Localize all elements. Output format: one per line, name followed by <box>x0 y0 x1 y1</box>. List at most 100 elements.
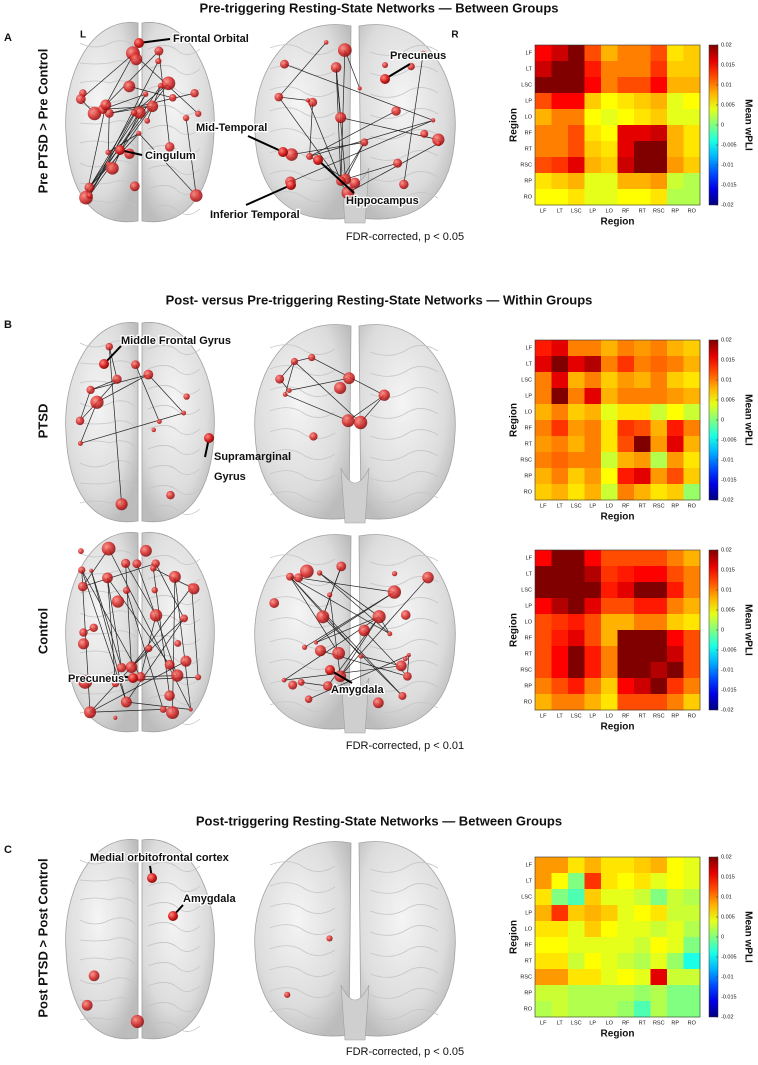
heatmap-cell <box>683 356 701 373</box>
y-tick-label: LF <box>526 862 533 868</box>
heatmap-cell <box>617 484 635 501</box>
node <box>120 696 132 708</box>
node <box>372 610 386 624</box>
node <box>140 544 152 557</box>
node <box>316 570 323 576</box>
heatmap-cell <box>634 614 651 631</box>
heatmap-cell <box>617 1001 635 1018</box>
heatmap-cell <box>617 550 635 567</box>
annotated-node <box>278 147 288 157</box>
heatmap-cell <box>667 468 684 485</box>
colorbar-tick-label: 0.01 <box>721 82 732 88</box>
heatmap-cell <box>568 468 585 485</box>
node <box>290 357 299 366</box>
heatmap-cell <box>650 125 668 142</box>
connection <box>138 133 197 196</box>
heatmap-cell <box>535 969 552 986</box>
heatmap-cell <box>551 937 569 954</box>
node <box>353 415 368 430</box>
sulcus <box>269 882 439 894</box>
node <box>131 360 140 370</box>
node <box>349 177 361 189</box>
heatmap-cell <box>667 905 684 922</box>
heatmap-cell <box>601 484 618 501</box>
y-axis-label: Region <box>509 920 520 954</box>
node <box>164 142 175 152</box>
node <box>382 61 389 68</box>
node <box>145 644 153 653</box>
heatmap-cell <box>683 873 701 890</box>
node <box>161 76 176 91</box>
y-tick-label: LSC <box>521 894 532 900</box>
heatmap-cell <box>650 388 668 405</box>
connection <box>79 389 91 421</box>
heatmap-cell <box>584 598 602 615</box>
node <box>306 152 314 160</box>
node <box>168 570 181 583</box>
heatmap-cell <box>667 566 684 583</box>
heatmap-cell <box>551 905 569 922</box>
x-tick-label: RP <box>671 1020 679 1026</box>
heatmap-cell <box>584 173 602 190</box>
heatmap-cell <box>551 420 569 437</box>
x-axis-label: Region <box>601 217 635 228</box>
node <box>166 706 179 720</box>
connection <box>191 586 199 678</box>
y-tick-label: LF <box>526 50 533 56</box>
heatmap-cell <box>535 356 552 373</box>
heatmap-cell <box>667 61 684 78</box>
heatmap-cell <box>551 436 569 453</box>
heatmap-cell <box>535 598 552 615</box>
heatmap-cell <box>634 436 651 453</box>
heatmap-cell <box>650 340 668 357</box>
heatmap-cell <box>683 452 701 469</box>
sulcus <box>79 877 201 892</box>
heatmap-cell <box>551 372 569 389</box>
connection <box>90 378 118 391</box>
connection <box>289 576 395 593</box>
colorbar-label: Mean wPLI <box>742 99 753 151</box>
node <box>87 106 102 121</box>
heatmap-cell <box>568 93 585 110</box>
heatmap-cell <box>650 646 668 663</box>
heatmap-cell <box>568 189 585 206</box>
connection <box>329 594 341 677</box>
heatmap-cell <box>601 889 618 906</box>
sulcus <box>79 977 201 992</box>
connection <box>309 119 434 157</box>
heatmap-cell <box>568 550 585 567</box>
heatmap-cell <box>683 404 701 421</box>
heatmap-cell <box>617 45 635 62</box>
heatmap-cell <box>667 404 684 421</box>
heatmap-cell <box>617 921 635 938</box>
heatmap-cell <box>617 141 635 158</box>
heatmap-cell <box>617 985 635 1002</box>
node <box>302 644 308 650</box>
y-tick-label: LO <box>525 409 533 415</box>
panel-title: Post- versus Pre-triggering Resting-Stat… <box>166 292 593 307</box>
node <box>180 614 189 623</box>
node <box>195 110 202 117</box>
node <box>308 97 318 107</box>
heatmap-cell <box>650 468 668 485</box>
heatmap-cell <box>535 630 552 647</box>
node <box>280 59 289 69</box>
connection <box>131 618 185 668</box>
heatmap-cell <box>535 77 552 94</box>
sulcus <box>269 449 439 461</box>
node <box>78 548 84 555</box>
y-tick-label: LO <box>525 114 533 120</box>
heatmap-cell <box>584 694 602 711</box>
heatmap-cell <box>535 436 552 453</box>
connection <box>172 576 176 713</box>
node <box>357 86 362 91</box>
node <box>360 138 369 147</box>
annotation: Hippocampus <box>346 195 419 207</box>
heatmap-cell <box>601 356 618 373</box>
hemisphere-label: L <box>80 30 86 41</box>
heatmap-cell <box>551 125 569 142</box>
heatmap-cell <box>584 141 602 158</box>
heatmap-cell <box>584 646 602 663</box>
connection <box>108 346 122 505</box>
connection <box>129 86 173 99</box>
